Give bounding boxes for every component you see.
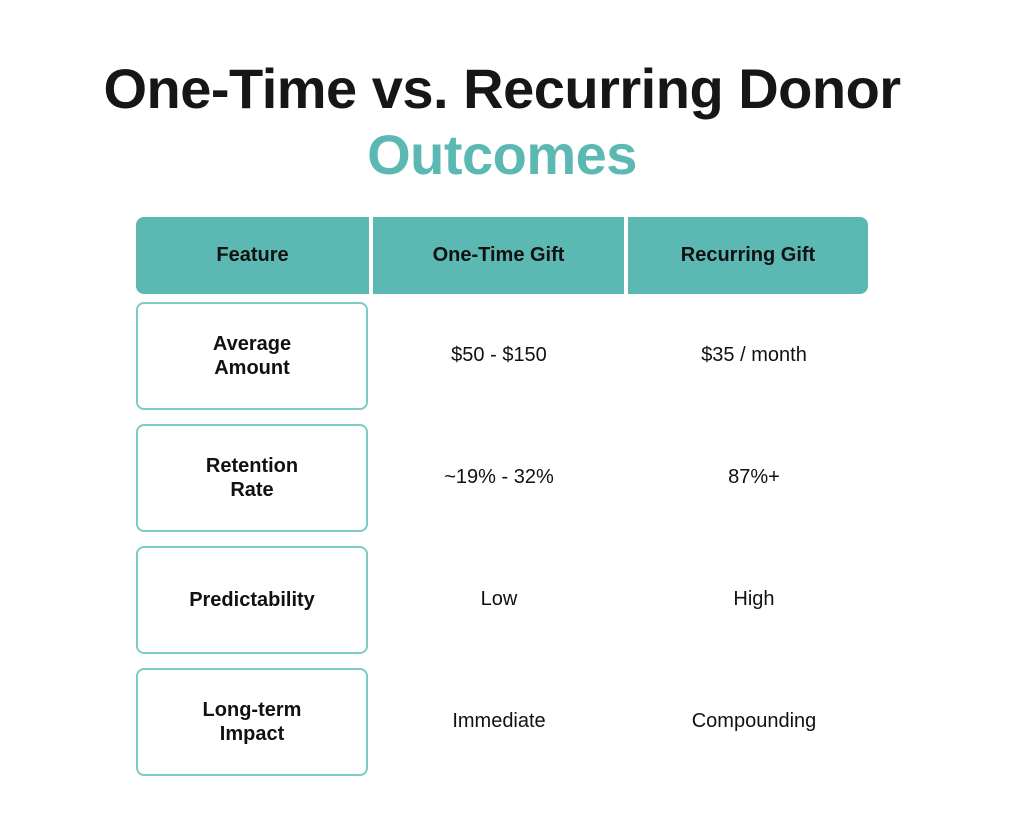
one-time-value: $50 - $150 xyxy=(451,344,547,366)
one-time-value: Low xyxy=(480,588,518,610)
title-highlight: Outcomes xyxy=(367,123,637,186)
recurring-value: $35 / month xyxy=(701,344,807,366)
table-header: Feature One-Time Gift Recurring Gift xyxy=(136,217,868,294)
recurring-value: 87%+ xyxy=(728,466,780,488)
recurring-value: Compounding xyxy=(691,710,817,732)
feature-cell: Long-term Impact xyxy=(136,668,368,776)
one-time-value: Immediate xyxy=(452,710,546,732)
title: One-Time vs. Recurring Donor xyxy=(103,57,901,120)
header-cell: Feature xyxy=(136,217,369,294)
one-time-value: ~19% - 32% xyxy=(444,466,554,488)
recurring-value: High xyxy=(733,588,775,610)
feature-label: Long-term Impact xyxy=(202,699,302,745)
header-cell: Recurring Gift xyxy=(628,217,868,294)
feature-label: Retention Rate xyxy=(205,455,299,501)
feature-label: Average Amount xyxy=(212,333,292,379)
feature-cell: Predictability xyxy=(136,546,368,654)
feature-label: Predictability xyxy=(189,589,315,611)
feature-cell: Retention Rate xyxy=(136,424,368,532)
header-cell: One-Time Gift xyxy=(373,217,624,294)
feature-cell: Average Amount xyxy=(136,302,368,410)
